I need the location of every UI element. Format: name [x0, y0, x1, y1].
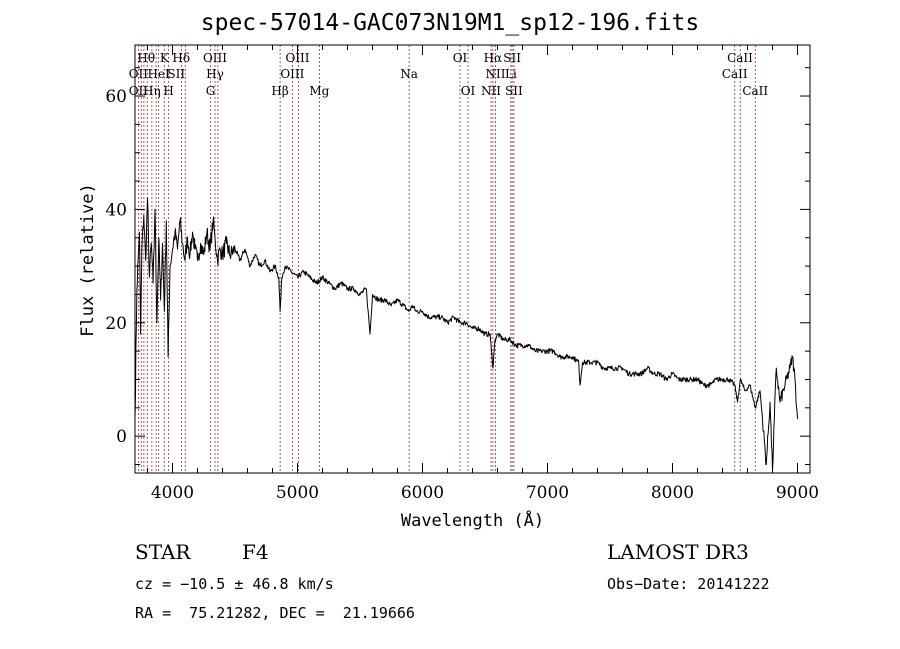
line-label: CaII: [742, 84, 768, 98]
line-label: SII: [167, 67, 185, 81]
line-label: OI: [461, 84, 476, 98]
line-label: Hθ: [137, 51, 155, 65]
plot-frame: [134, 44, 811, 474]
line-label: HeI: [147, 67, 170, 81]
line-label: SII: [503, 51, 521, 65]
line-label: K: [160, 51, 170, 65]
redshift-velocity: cz = −10.5 ± 46.8 km/s: [135, 575, 334, 593]
line-label: OIII: [280, 67, 304, 81]
x-tick-label: 4000: [151, 483, 194, 503]
x-tick-label: 9000: [776, 483, 819, 503]
y-tick-label: 60: [105, 87, 127, 107]
line-label: CaII: [727, 51, 753, 65]
spectrum-line: [134, 197, 798, 471]
spectrum-series: [134, 197, 798, 471]
line-markers: [137, 45, 756, 473]
object-class: STAR: [135, 540, 191, 564]
y-axis-label: Flux (relative): [78, 183, 98, 337]
line-label: Hγ: [206, 67, 224, 81]
y-tick-label: 0: [116, 427, 127, 447]
line-label: NII: [486, 67, 506, 81]
y-tick-label: 20: [105, 314, 127, 334]
line-label: G: [206, 84, 216, 98]
coordinates: RA = 75.21282, DEC = 21.19666: [135, 604, 415, 622]
line-label: OII: [129, 67, 149, 81]
x-tick-label: 6000: [401, 483, 444, 503]
object-subclass: F4: [242, 540, 269, 564]
line-label: OIII: [285, 51, 309, 65]
chart-title: spec-57014-GAC073N19M1_sp12-196.fits: [200, 10, 700, 36]
line-label: Hβ: [271, 84, 288, 98]
line-label: Mg: [309, 84, 329, 98]
line-label: Hα: [484, 51, 503, 65]
x-tick-label: 5000: [276, 483, 319, 503]
line-label: Na: [400, 67, 418, 81]
axes: 4000 5000 6000 7000 8000 9000 0 20 40 60: [105, 45, 819, 503]
x-tick-label: 8000: [651, 483, 694, 503]
survey-name: LAMOST DR3: [607, 540, 749, 564]
line-label: SII: [505, 84, 523, 98]
y-tick-label: 40: [105, 200, 127, 220]
line-label: OI: [453, 51, 468, 65]
line-label: OIII: [203, 51, 227, 65]
line-label: Hδ: [172, 51, 190, 65]
x-axis-label: Wavelength (Å): [400, 511, 545, 531]
x-tick-label: 7000: [526, 483, 569, 503]
line-label: NII: [481, 84, 501, 98]
line-label: CaII: [722, 67, 748, 81]
line-label: OII: [129, 84, 149, 98]
observation-date: Obs−Date: 20141222: [607, 575, 770, 593]
line-label: H: [163, 84, 173, 98]
line-label: Li: [505, 67, 517, 81]
line-label: Hη: [143, 84, 161, 98]
